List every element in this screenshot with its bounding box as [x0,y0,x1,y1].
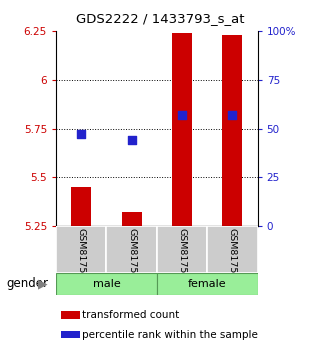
Point [180,112,185,118]
Bar [122,212,142,226]
Bar [61,331,80,338]
Bar [71,187,91,226]
Bar [61,311,80,318]
Text: gender: gender [6,277,48,290]
Bar [157,226,207,273]
Point [129,137,134,143]
Text: female: female [188,279,227,289]
Text: GSM81753: GSM81753 [127,228,136,280]
Text: ▶: ▶ [38,277,48,290]
Bar [106,226,157,273]
Bar [56,226,106,273]
Point [79,131,84,137]
Bar [157,273,258,295]
Point [230,112,235,118]
Bar [172,33,192,226]
Text: GSM81752: GSM81752 [77,228,86,280]
Bar [56,273,157,295]
Bar [222,35,243,226]
Text: percentile rank within the sample: percentile rank within the sample [82,330,258,340]
Text: GDS2222 / 1433793_s_at: GDS2222 / 1433793_s_at [76,12,244,25]
Text: male: male [92,279,120,289]
Text: transformed count: transformed count [82,310,180,320]
Text: GSM81751: GSM81751 [228,228,237,280]
Text: GSM81750: GSM81750 [178,228,187,280]
Bar [207,226,258,273]
